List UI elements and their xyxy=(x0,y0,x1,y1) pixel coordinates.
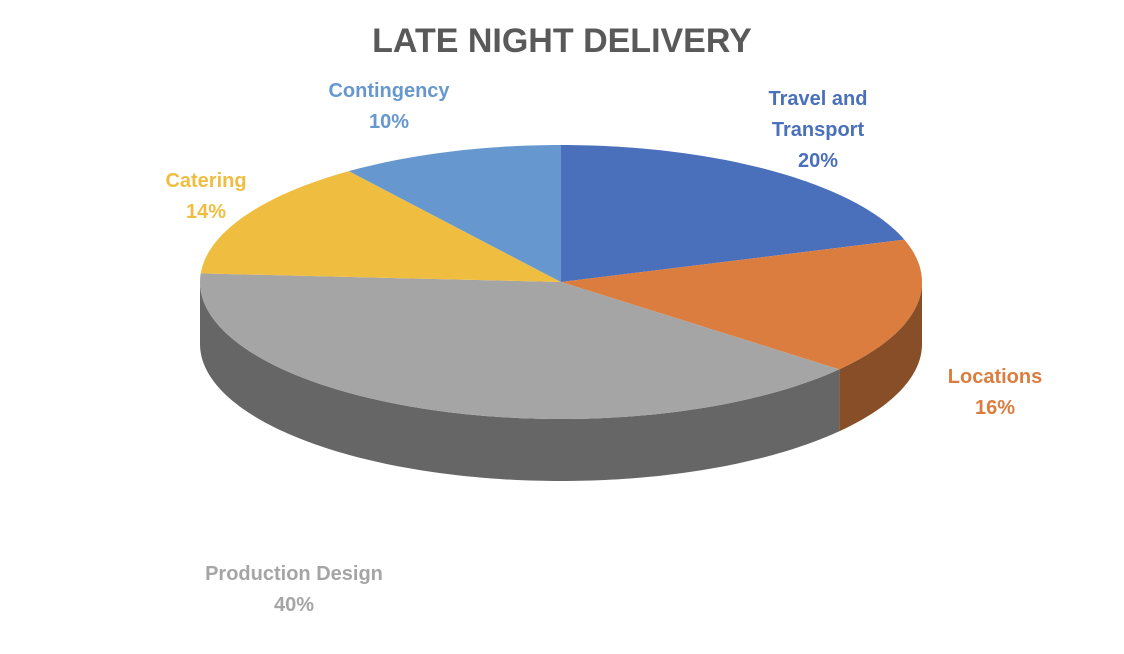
slice xyxy=(200,273,840,481)
slice-side xyxy=(839,282,922,432)
category-label: Travel and Transport xyxy=(768,87,868,141)
value-label: 40% xyxy=(273,594,315,616)
slice-side xyxy=(200,282,840,481)
slice-top xyxy=(348,145,561,282)
slice-top xyxy=(200,273,840,419)
slice xyxy=(561,145,905,282)
data-label: Production Design 40% xyxy=(164,559,424,621)
value-label: 20% xyxy=(797,149,839,172)
data-label: Locations 16% xyxy=(915,362,1075,424)
data-label: Catering 14% xyxy=(131,166,281,228)
category-label: Production Design xyxy=(205,563,383,585)
slice xyxy=(348,145,561,282)
chart-title: LATE NIGHT DELIVERY xyxy=(372,22,752,60)
value-label: 16% xyxy=(974,397,1016,419)
category-label: Catering xyxy=(165,170,247,192)
category-label: Locations xyxy=(947,366,1043,388)
value-label: 14% xyxy=(185,201,227,223)
slice-top xyxy=(200,171,562,282)
value-label: 10% xyxy=(368,111,410,133)
data-label: Travel and Transport 20% xyxy=(743,84,893,177)
category-label: Contingency xyxy=(328,80,450,102)
slice xyxy=(200,171,562,282)
slice xyxy=(561,239,922,432)
slice-top xyxy=(561,239,922,370)
slice-top xyxy=(561,145,905,282)
data-label: Contingency 10% xyxy=(299,76,479,138)
